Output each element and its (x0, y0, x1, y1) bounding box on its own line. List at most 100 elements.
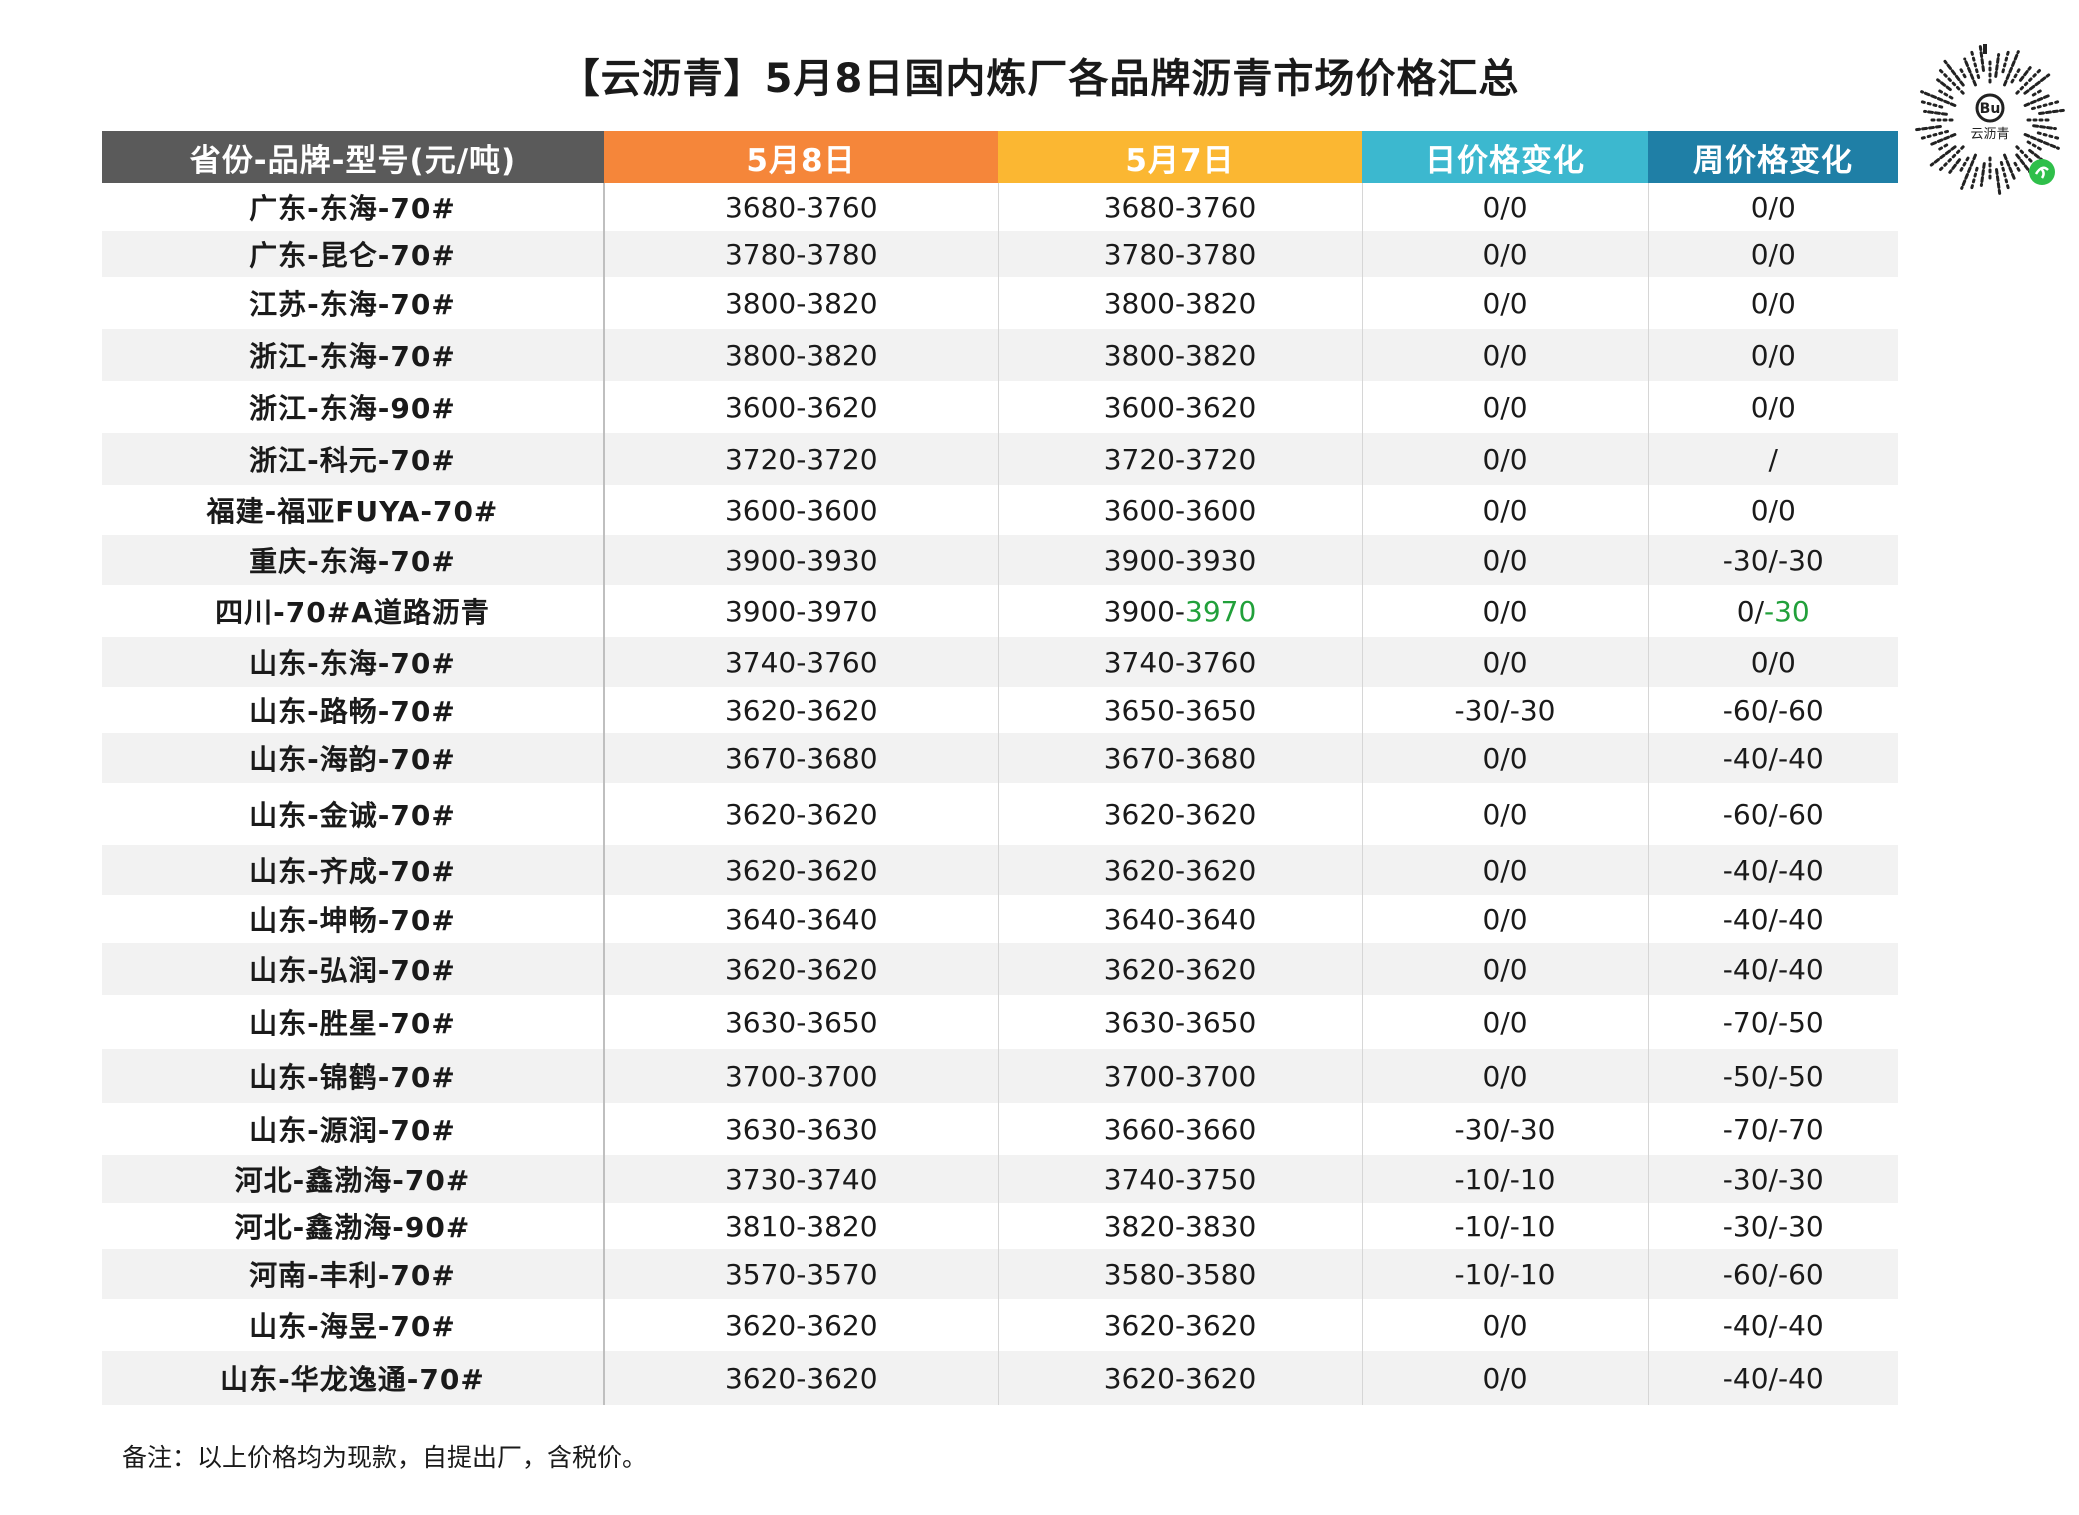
week-change: -40/-40 (1647, 1351, 1898, 1405)
may8-price: 3630-3650 (603, 995, 998, 1049)
day-change: 0/0 (1361, 585, 1648, 637)
week-change: -40/-40 (1647, 943, 1898, 995)
may7-price: 3900-3970 (997, 585, 1362, 637)
week-change: 0/0 (1647, 277, 1898, 329)
table-row: 山东-金诚-70# 3620-3620 3620-3620 0/0 -60/-6… (102, 783, 1898, 845)
day-change: 0/0 (1361, 1351, 1648, 1405)
may8-price: 3620-3620 (603, 845, 998, 895)
week-change: -30/-30 (1647, 535, 1898, 585)
may7-price-low: 3900- (1103, 594, 1186, 628)
brand-cell: 浙江-科元-70# (102, 433, 604, 485)
may7-price: 3620-3620 (997, 943, 1362, 995)
may7-price: 3900-3930 (997, 535, 1362, 585)
brand-cell: 山东-路畅-70# (249, 695, 456, 728)
may7-price: 3780-3780 (997, 231, 1362, 277)
day-change: 0/0 (1361, 783, 1648, 845)
header-brand: 省份-品牌-型号(元/吨) (102, 131, 604, 183)
table-row: 山东-齐成-70# 3620-3620 3620-3620 0/0 -40/-4… (102, 845, 1898, 895)
week-change: -60/-60 (1647, 687, 1898, 733)
brand-cell: 山东-东海-70# (102, 637, 604, 687)
brand-cell: 广东-东海-70# (249, 192, 456, 225)
week-change: 0/-30 (1647, 585, 1898, 637)
table-row: 浙江-科元-70# 3720-3720 3720-3720 0/0 / (102, 433, 1898, 485)
brand-cell: 山东-华龙逸通-70# (102, 1351, 604, 1405)
brand-cell: 山东-齐成-70# (102, 845, 604, 895)
may7-price: 3800-3820 (997, 277, 1362, 329)
may8-price: 3620-3620 (603, 1299, 998, 1351)
table-row: 山东-海昱-70# 3620-3620 3620-3620 0/0 -40/-4… (102, 1299, 1898, 1351)
may7-price: 3740-3750 (997, 1155, 1362, 1203)
may7-price: 3800-3820 (997, 329, 1362, 381)
may8-price: 3640-3640 (603, 895, 998, 943)
day-change: 0/0 (1361, 433, 1648, 485)
may8-price: 3600-3620 (603, 381, 998, 433)
week-change-high: -30 (1764, 594, 1810, 628)
table-row: 广东-东海-70# 3680-3760 3680-3760 0/0 0/0 (102, 183, 1898, 231)
may8-price: 3780-3780 (603, 231, 998, 277)
table-row: 山东-坤畅-70# 3640-3640 3640-3640 0/0 -40/-4… (102, 895, 1898, 943)
week-change: -40/-40 (1647, 895, 1898, 943)
may7-price: 3700-3700 (997, 1049, 1362, 1103)
table-row: 山东-锦鹤-70# 3700-3700 3700-3700 0/0 -50/-5… (102, 1049, 1898, 1103)
table-row: 重庆-东海-70# 3900-3930 3900-3930 0/0 -30/-3… (102, 535, 1898, 585)
day-change: -30/-30 (1361, 1103, 1648, 1155)
week-change: 0/0 (1647, 183, 1898, 231)
may7-price: 3650-3650 (997, 687, 1362, 733)
day-change: 0/0 (1361, 329, 1648, 381)
table-row: 福建-福亚FUYA-70# 3600-3600 3600-3600 0/0 0/… (102, 485, 1898, 535)
brand-cell: 河南-丰利-70# (102, 1249, 604, 1299)
brand-cell: 山东-弘润-70# (102, 943, 604, 995)
table-row: 四川-70#A道路沥青 3900-3970 3900-3970 0/0 0/-3… (102, 585, 1898, 637)
week-change: -60/-60 (1647, 1249, 1898, 1299)
brand-cell: 山东-坤畅-70# (249, 904, 456, 937)
week-change: 0/0 (1647, 637, 1898, 687)
table-header-row: 省份-品牌-型号(元/吨) 5月8日 5月7日 日价格变化 周价格变化 (102, 131, 1898, 183)
table-row: 浙江-东海-70# 3800-3820 3800-3820 0/0 0/0 (102, 329, 1898, 381)
table-row: 广东-昆仑-70# 3780-3780 3780-3780 0/0 0/0 (102, 231, 1898, 277)
header-may8: 5月8日 (604, 131, 998, 183)
may8-price: 3810-3820 (603, 1203, 998, 1249)
footnote: 备注：以上价格均为现款，自提出厂，含税价。 (122, 1443, 648, 1472)
may7-price: 3640-3640 (997, 895, 1362, 943)
may8-price: 3900-3930 (603, 535, 998, 585)
week-change: -50/-50 (1647, 1049, 1898, 1103)
may8-price: 3620-3620 (603, 1351, 998, 1405)
brand-cell: 福建-福亚FUYA-70# (206, 495, 499, 528)
brand-cell: 重庆-东海-70# (102, 535, 604, 585)
day-change: 0/0 (1361, 381, 1648, 433)
day-change: 0/0 (1361, 637, 1648, 687)
brand-cell: 河北-鑫渤海-90# (234, 1211, 471, 1244)
table-row: 山东-路畅-70# 3620-3620 3650-3650 -30/-30 -6… (102, 687, 1898, 733)
table-row: 山东-胜星-70# 3630-3650 3630-3650 0/0 -70/-5… (102, 995, 1898, 1049)
may7-price: 3620-3620 (997, 1299, 1362, 1351)
brand-cell: 山东-金诚-70# (249, 799, 456, 832)
week-change: 0/0 (1647, 381, 1898, 433)
may8-price: 3630-3630 (603, 1103, 998, 1155)
may8-price: 3800-3820 (603, 277, 998, 329)
week-change: 0/0 (1647, 329, 1898, 381)
brand-cell: 山东-海昱-70# (249, 1310, 456, 1343)
may7-price: 3600-3620 (997, 381, 1362, 433)
brand-cell: 江苏-东海-70# (249, 288, 456, 321)
may7-price: 3620-3620 (997, 783, 1362, 845)
may8-price: 3620-3620 (603, 783, 998, 845)
qr-code-logo: Bu 云沥青 (1915, 44, 2065, 195)
may8-price: 3600-3600 (603, 485, 998, 535)
may8-price: 3700-3700 (603, 1049, 998, 1103)
day-change: -10/-10 (1361, 1203, 1648, 1249)
brand-cell: 河北-鑫渤海-70# (102, 1155, 604, 1203)
table-row: 山东-源润-70# 3630-3630 3660-3660 -30/-30 -7… (102, 1103, 1898, 1155)
may7-price: 3660-3660 (997, 1103, 1362, 1155)
day-change: 0/0 (1361, 895, 1648, 943)
day-change: -10/-10 (1361, 1249, 1648, 1299)
day-change: 0/0 (1361, 995, 1648, 1049)
may8-price: 3680-3760 (603, 183, 998, 231)
table-row: 河南-丰利-70# 3570-3570 3580-3580 -10/-10 -6… (102, 1249, 1898, 1299)
may7-price: 3620-3620 (997, 845, 1362, 895)
may8-price: 3620-3620 (603, 943, 998, 995)
day-change: 0/0 (1361, 535, 1648, 585)
may7-price: 3740-3760 (997, 637, 1362, 687)
brand-cell: 浙江-东海-70# (102, 329, 604, 381)
may7-price: 3820-3830 (997, 1203, 1362, 1249)
may7-price: 3600-3600 (997, 485, 1362, 535)
